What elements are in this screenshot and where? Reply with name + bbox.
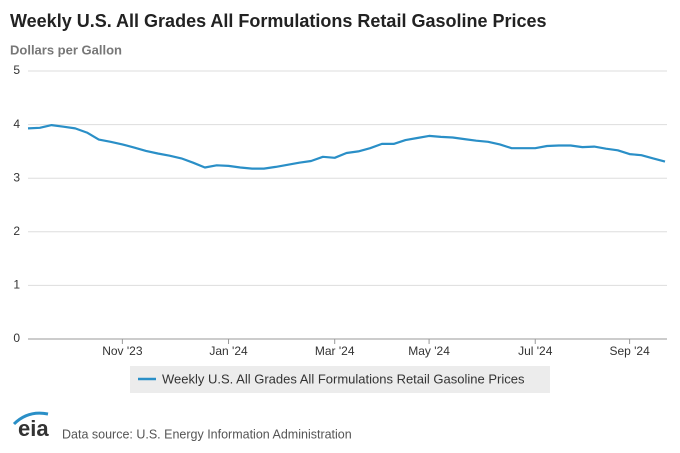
legend-label: Weekly U.S. All Grades All Formulations … xyxy=(162,371,525,386)
series-line xyxy=(27,124,666,170)
y-tick-label: 3 xyxy=(13,170,20,184)
logo: eia xyxy=(18,416,49,441)
x-tick-label: May '24 xyxy=(408,344,450,358)
y-tick-label: 4 xyxy=(13,117,20,131)
x-tick-label: Jan '24 xyxy=(209,344,248,358)
x-tick-label: Sep '24 xyxy=(609,344,650,358)
y-tick-label: 1 xyxy=(13,278,20,292)
y-axis-label: Dollars per Gallon xyxy=(10,42,122,57)
source-note: Data source: U.S. Energy Information Adm… xyxy=(62,427,352,441)
chart-title: Weekly U.S. All Grades All Formulations … xyxy=(10,11,547,31)
y-tick-label: 5 xyxy=(13,63,20,77)
x-tick-label: Jul '24 xyxy=(518,344,553,358)
y-tick-label: 0 xyxy=(13,331,20,345)
logo-swoosh xyxy=(12,411,49,426)
x-tick-label: Nov '23 xyxy=(102,344,143,358)
x-tick-label: Mar '24 xyxy=(315,344,355,358)
legend-box xyxy=(130,366,550,393)
y-tick-label: 2 xyxy=(13,224,20,238)
